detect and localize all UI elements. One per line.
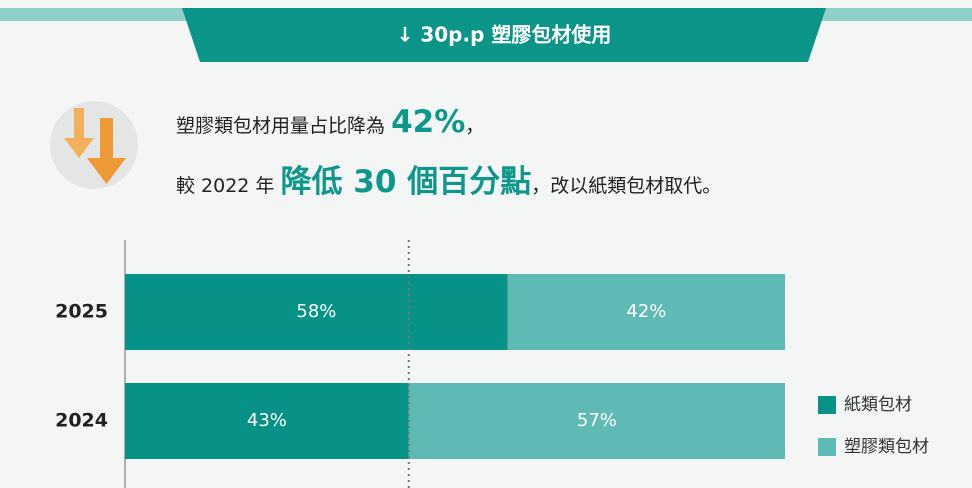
icon-arrow-small [64,108,94,158]
icon-circle [50,101,138,189]
category-label: 2025 [55,301,108,323]
headline-text: 較 2022 年 [176,175,275,197]
headline-highlight: 降低 30 個百分點 [280,164,532,200]
category-label: 2024 [55,410,108,432]
value-label: 58% [296,301,336,322]
legend-swatch [818,396,836,414]
headline-tail: ， [465,115,485,137]
legend-label: 塑膠類包材 [844,437,929,457]
bar-segment [408,383,785,459]
value-label: 57% [577,410,617,431]
bar-segment [125,383,409,459]
icon-arrow-large [87,118,126,184]
bar-segment [507,274,785,350]
headline-tail: ，改以紙類包材取代。 [531,175,722,197]
banner-text: ↓ 30p.p 塑膠包材使用 [397,23,612,47]
headline-highlight: 42% [391,104,466,140]
legend-swatch [818,438,836,456]
headline-line2: 較 2022 年 降低 30 個百分點，改以紙類包材取代。 [176,156,721,201]
value-label: 42% [626,301,666,322]
headline-text: 塑膠類包材用量占比降為 [176,115,386,137]
headline-line1: 塑膠類包材用量占比降為 42%， [176,104,484,140]
bar-segment [125,274,508,350]
legend-label: 紙類包材 [844,395,912,415]
banner-shape [182,8,826,62]
value-label: 43% [247,410,287,431]
